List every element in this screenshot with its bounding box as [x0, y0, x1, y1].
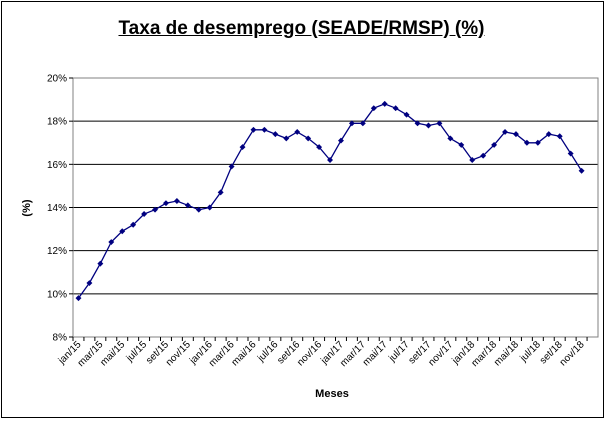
data-point — [578, 167, 585, 174]
data-point — [239, 144, 246, 151]
y-axis-label: (%) — [21, 199, 33, 216]
y-tick-label: 12% — [47, 246, 67, 257]
y-tick-label: 20% — [47, 74, 67, 85]
x-tick-label: nov/18 — [558, 339, 587, 368]
data-point — [403, 111, 410, 118]
grid-lines — [73, 120, 598, 295]
data-point — [130, 221, 137, 228]
data-point — [141, 211, 148, 217]
series-markers — [75, 100, 585, 302]
data-point — [206, 204, 213, 211]
data-point — [162, 200, 169, 207]
y-tick-label: 8% — [53, 333, 68, 344]
x-tick-label: mai/18 — [492, 339, 521, 368]
data-point — [250, 126, 257, 133]
data-point — [217, 189, 224, 196]
x-tick-label: nov/15 — [164, 339, 193, 368]
data-point — [184, 202, 191, 209]
data-point — [458, 141, 465, 148]
x-axis: jan/15mar/15mai/15jul/15set/15nov/15jan/… — [56, 337, 588, 369]
x-tick-label: mai/16 — [230, 339, 259, 368]
data-point — [370, 105, 377, 112]
y-tick-label: 14% — [47, 203, 67, 214]
x-tick-label: mai/15 — [98, 339, 127, 368]
data-point — [491, 141, 498, 148]
data-point — [294, 128, 301, 135]
data-point — [316, 144, 323, 151]
data-point — [556, 133, 563, 140]
data-point — [152, 206, 159, 213]
x-tick-label: nov/17 — [426, 339, 455, 368]
y-tick-label: 16% — [47, 160, 67, 171]
x-tick-label: mai/17 — [361, 339, 390, 368]
data-point — [348, 120, 355, 127]
y-axis: 8% 10% 12% 14% 16% 18% 20% — [47, 74, 73, 344]
x-tick-label: nov/16 — [295, 339, 324, 368]
data-point — [436, 120, 443, 127]
data-point — [425, 122, 432, 129]
data-point — [381, 100, 388, 107]
data-point — [447, 135, 454, 142]
data-point — [228, 163, 235, 170]
data-point — [392, 105, 399, 112]
data-point — [283, 135, 290, 142]
data-point — [414, 120, 421, 127]
data-point — [359, 120, 366, 127]
data-point — [195, 206, 202, 213]
y-tick-label: 18% — [47, 117, 67, 128]
data-point — [305, 135, 312, 142]
x-axis-label: Meses — [315, 388, 349, 400]
data-point — [97, 260, 104, 267]
data-point — [261, 126, 268, 133]
data-point — [173, 198, 180, 204]
chart-title: Taxa de desemprego (SEADE/RMSP) (%) — [118, 18, 485, 39]
data-point — [272, 131, 279, 138]
y-tick-label: 10% — [47, 289, 67, 300]
